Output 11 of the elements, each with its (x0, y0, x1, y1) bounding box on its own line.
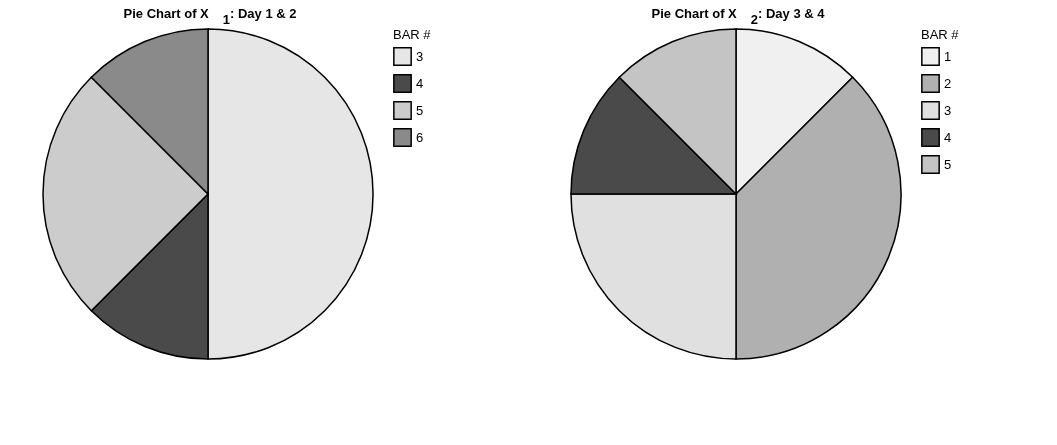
legend-title: BAR # (921, 27, 960, 42)
legend-label: 5 (416, 102, 424, 118)
legend-label: 6 (416, 129, 424, 145)
legend-label: 1 (944, 48, 952, 64)
legend-label: 2 (944, 75, 952, 91)
legend-label: 4 (416, 75, 424, 91)
legend-title: BAR # (393, 27, 432, 42)
legend-label: 5 (944, 156, 952, 172)
legend-label: 3 (944, 102, 952, 118)
legend-label: 3 (416, 48, 424, 64)
legend-label: 4 (944, 129, 952, 145)
